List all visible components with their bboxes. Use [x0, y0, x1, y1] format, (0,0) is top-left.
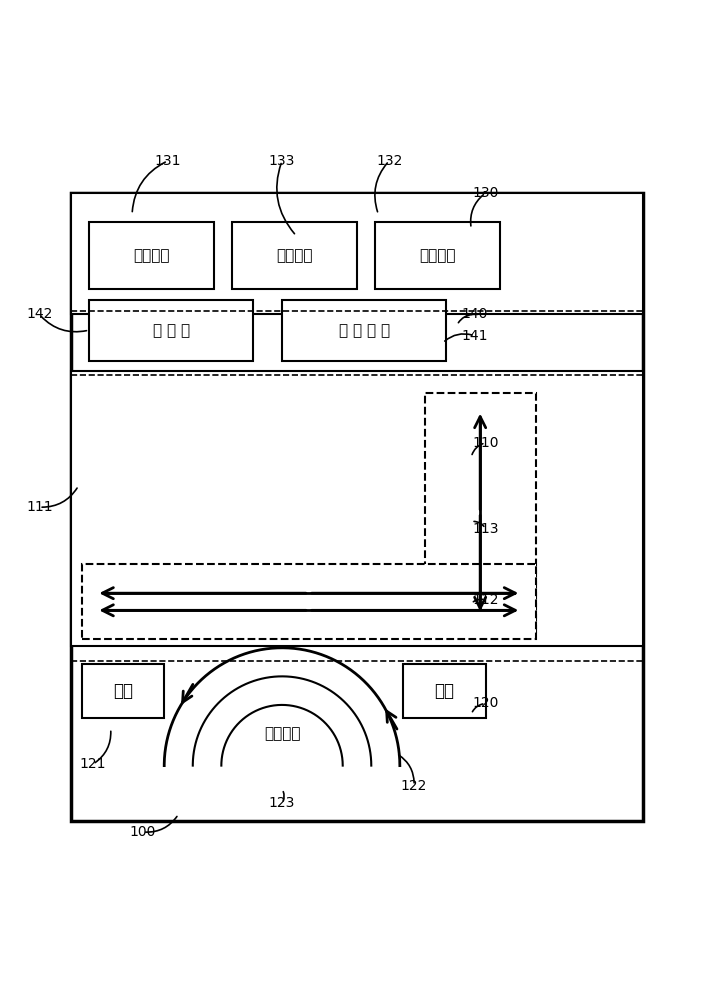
FancyBboxPatch shape	[425, 393, 536, 632]
Text: 图片分享: 图片分享	[419, 248, 456, 263]
Text: 131: 131	[154, 154, 181, 168]
Text: 133: 133	[269, 154, 295, 168]
Text: 音量调节: 音量调节	[263, 726, 301, 741]
Text: 浏 览 器: 浏 览 器	[153, 323, 190, 338]
Text: 113: 113	[472, 522, 499, 536]
Text: 132: 132	[376, 154, 402, 168]
Text: 110: 110	[472, 436, 499, 450]
FancyBboxPatch shape	[89, 300, 253, 361]
Text: 122: 122	[401, 779, 427, 793]
Text: 应 用 程 序: 应 用 程 序	[338, 323, 390, 338]
Text: 140: 140	[462, 307, 488, 321]
Text: 视频分享: 视频分享	[276, 248, 313, 263]
FancyBboxPatch shape	[71, 193, 643, 314]
Text: 130: 130	[473, 186, 498, 200]
FancyBboxPatch shape	[82, 664, 164, 718]
Text: 123: 123	[269, 796, 295, 810]
Text: 音乐分享: 音乐分享	[134, 248, 170, 263]
Text: 142: 142	[26, 307, 52, 321]
Text: 返回: 返回	[434, 682, 455, 700]
FancyBboxPatch shape	[82, 564, 536, 639]
FancyBboxPatch shape	[403, 664, 486, 718]
FancyBboxPatch shape	[71, 371, 643, 646]
Text: 菜单: 菜单	[113, 682, 134, 700]
Text: 112: 112	[472, 593, 499, 607]
Text: 120: 120	[473, 696, 498, 710]
FancyBboxPatch shape	[282, 300, 446, 361]
Text: 141: 141	[461, 329, 488, 343]
FancyBboxPatch shape	[232, 222, 357, 289]
Text: 111: 111	[26, 500, 53, 514]
Text: 121: 121	[79, 757, 106, 771]
Text: 100: 100	[130, 825, 156, 839]
FancyBboxPatch shape	[375, 222, 500, 289]
FancyBboxPatch shape	[71, 193, 643, 821]
FancyBboxPatch shape	[89, 222, 214, 289]
